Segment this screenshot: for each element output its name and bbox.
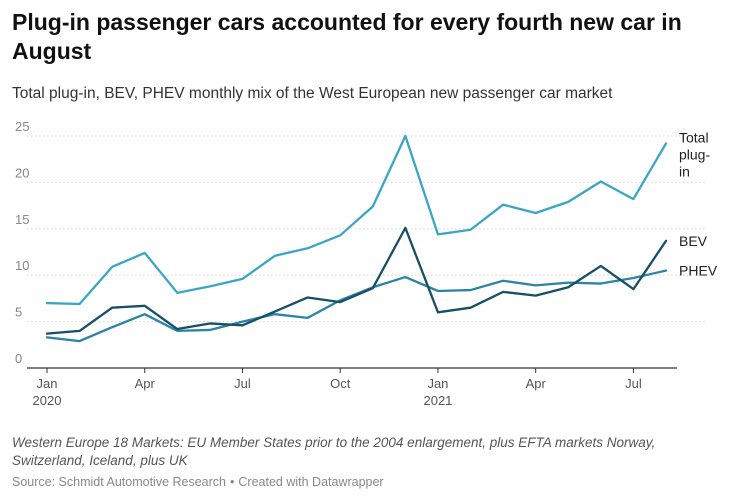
chart-source: Source: Schmidt Automotive Research • Crea… [12,474,728,490]
chart-notes: Western Europe 18 Markets: EU Member Sta… [12,435,656,468]
x-tick-label-9: Oct [330,376,351,391]
x-tick-label-18: Jul [625,376,642,391]
series-label-total-plug-in: Total plug-in [679,129,710,179]
x-tick-label-15: Apr [526,376,547,391]
series-label-line: Total [679,129,709,145]
x-tick-label-6: Jul [234,376,251,391]
series-label-line: BEV [679,233,708,249]
series-line-total-plug-in [45,134,668,306]
series-label-line: in [679,163,690,179]
series-line-phev [45,269,668,343]
y-tick-label-10: 10 [15,258,29,273]
series-label-phev: PHEV [679,263,718,279]
y-tick-label-15: 15 [15,212,29,227]
x-year-label-2021: 2021 [423,393,452,408]
series-label-line: PHEV [679,263,718,279]
chart-title: Plug-in passenger cars accounted for eve… [12,9,682,64]
y-tick-label-20: 20 [15,165,29,180]
x-tick-label-0: Jan [37,376,58,391]
series-label-line: plug- [679,146,710,162]
credit-text: Created with Datawrapper [238,475,384,489]
x-year-label-2020: 2020 [33,393,62,408]
y-tick-label-0: 0 [15,351,22,366]
series-label-bev: BEV [679,233,708,249]
series-line-bev [45,226,668,335]
source-separator: • [230,475,235,489]
chart-subtitle: Total plug-in, BEV, PHEV monthly mix of … [12,85,613,102]
y-tick-label-25: 25 [15,119,29,134]
source-text: Source: Schmidt Automotive Research [12,475,226,489]
x-tick-label-3: Apr [135,376,156,391]
y-tick-label-5: 5 [15,305,22,320]
x-tick-label-12: Jan [427,376,448,391]
